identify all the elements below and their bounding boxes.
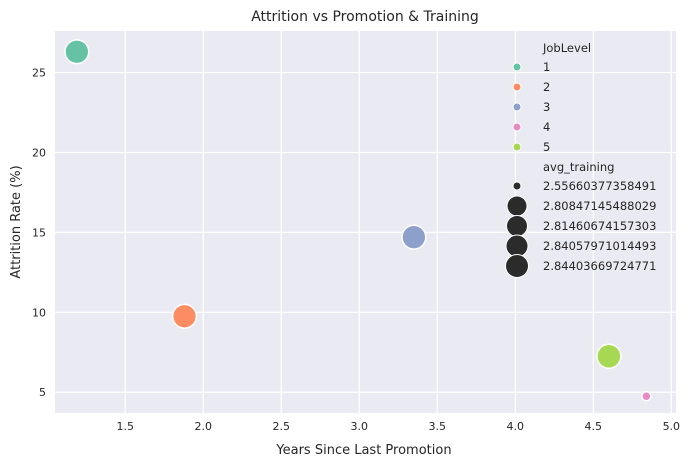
legend-size-marker	[506, 215, 528, 237]
legend: JobLevel 1 2 3 4 5 avg_training 2.5566037735…	[505, 41, 656, 278]
legend-hue-label: 2	[543, 80, 550, 94]
legend-size-title: avg_training	[543, 160, 614, 174]
x-tick-label: 3.5	[429, 420, 447, 433]
legend-size-label: 2.81460674157303	[543, 219, 656, 233]
legend-size-marker	[505, 254, 529, 278]
data-point-joblevel-2	[171, 303, 198, 329]
legend-size-label: 2.84403669724771	[543, 259, 656, 273]
legend-size-marker	[506, 195, 528, 217]
data-points	[64, 39, 652, 402]
legend-hue-marker	[512, 122, 522, 132]
legend-hue-marker	[512, 82, 522, 92]
data-point-joblevel-5	[596, 343, 622, 370]
legend-size-label: 2.80847145488029	[543, 199, 656, 213]
y-tick-label: 10	[32, 306, 46, 319]
x-tick-label: 2.5	[272, 420, 290, 433]
legend-hue-marker	[512, 102, 522, 112]
legend-size-marker	[505, 234, 529, 258]
legend-hue-label: 5	[543, 140, 550, 154]
x-tick-label: 2.0	[194, 420, 212, 433]
data-point-joblevel-4	[641, 390, 652, 402]
x-tick-label: 3.0	[351, 420, 369, 433]
y-tick-label: 20	[32, 146, 46, 159]
plot-area	[55, 31, 676, 413]
x-axis-ticks: 1.5 2.0 2.5 3.0 3.5 4.0 4.5 5.0	[116, 420, 680, 433]
x-tick-label: 4.5	[585, 420, 603, 433]
x-axis-label: Years Since Last Promotion	[275, 443, 451, 458]
legend-hue-marker	[512, 62, 522, 72]
legend-size-label: 2.55660377358491	[543, 179, 656, 193]
y-tick-label: 25	[32, 67, 46, 80]
x-tick-label: 1.5	[116, 420, 134, 433]
y-axis-label: Attrition Rate (%)	[9, 165, 24, 278]
data-point-joblevel-1	[64, 39, 90, 65]
x-tick-label: 4.0	[507, 420, 525, 433]
legend-hue-label: 3	[543, 100, 550, 114]
legend-hue-label: 1	[543, 60, 550, 74]
x-tick-label: 5.0	[663, 420, 681, 433]
legend-size-entries: 2.55660377358491 2.80847145488029 2.814606…	[505, 179, 656, 278]
legend-size-marker	[512, 181, 522, 191]
y-axis-ticks: 5 10 15 20 25	[32, 67, 46, 400]
legend-size-label: 2.84057971014493	[543, 239, 656, 253]
legend-hue-label: 4	[543, 120, 550, 134]
grid-lines	[55, 31, 676, 413]
legend-hue-title: JobLevel	[542, 41, 591, 55]
y-tick-label: 15	[32, 226, 46, 239]
chart-title: Attrition vs Promotion & Training	[251, 9, 479, 25]
legend-hue-marker	[512, 142, 522, 152]
y-tick-label: 5	[39, 386, 46, 399]
legend-hue-entries: 1 2 3 4 5	[512, 60, 550, 154]
data-point-joblevel-3	[401, 224, 427, 250]
